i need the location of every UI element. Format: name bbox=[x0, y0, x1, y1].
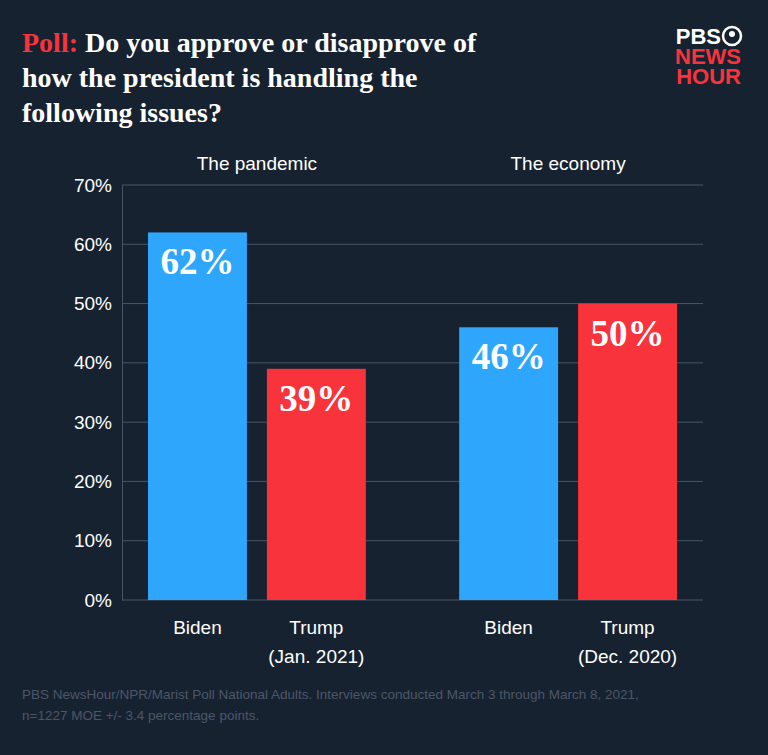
y-tick-label: 20% bbox=[74, 471, 112, 492]
bar bbox=[578, 304, 677, 600]
bars bbox=[148, 232, 677, 600]
background bbox=[0, 0, 768, 755]
x-tick-label: Trump(Jan. 2021) bbox=[268, 617, 364, 667]
y-tick: 10% bbox=[74, 530, 122, 551]
logo-text: HOUR bbox=[676, 64, 741, 89]
logo-icon bbox=[723, 27, 741, 45]
y-tick: 40% bbox=[74, 352, 122, 373]
x-tick-label: Trump(Dec. 2020) bbox=[578, 617, 677, 667]
y-tick: 20% bbox=[74, 471, 122, 492]
group-label: The pandemic bbox=[197, 153, 317, 174]
y-tick-label: 0% bbox=[85, 590, 113, 611]
y-tick-label: 10% bbox=[74, 530, 112, 551]
data-label: 62% bbox=[160, 241, 234, 282]
y-tick: 60% bbox=[74, 234, 122, 255]
chart: Poll:Do you approve or disapprove ofhow … bbox=[0, 0, 768, 755]
y-tick: 30% bbox=[74, 412, 122, 433]
grid bbox=[122, 185, 703, 600]
y-tick: 50% bbox=[74, 293, 122, 314]
data-label: 39% bbox=[279, 378, 353, 419]
title: Do you approve or disapprove ofhow the p… bbox=[22, 27, 477, 128]
group-label: The economy bbox=[511, 153, 627, 174]
y-tick-label: 60% bbox=[74, 234, 112, 255]
title-prefix: Poll: bbox=[22, 27, 78, 58]
logo-icon-dot bbox=[729, 31, 735, 37]
y-tick: 0% bbox=[85, 590, 122, 611]
x-tick-label: Biden bbox=[173, 617, 222, 638]
data-label: 46% bbox=[472, 336, 546, 377]
data-labels: 62% 39% 46% 50% bbox=[160, 241, 664, 418]
bar bbox=[459, 327, 558, 600]
source: PBS NewsHour/NPR/Marist Poll National Ad… bbox=[22, 687, 639, 723]
y-axis: 0% 10% 20% 30% 40% 50% 60% 70% bbox=[74, 175, 123, 611]
bar bbox=[148, 232, 247, 600]
x-tick-label: Biden bbox=[484, 617, 533, 638]
y-tick-label: 50% bbox=[74, 293, 112, 314]
y-tick-label: 70% bbox=[74, 175, 112, 196]
grid-line bbox=[122, 185, 703, 186]
y-tick-label: 30% bbox=[74, 412, 112, 433]
y-tick: 70% bbox=[74, 175, 122, 196]
data-label: 50% bbox=[591, 313, 665, 354]
y-tick-label: 40% bbox=[74, 352, 112, 373]
y-axis-line bbox=[122, 186, 123, 601]
bar bbox=[267, 369, 366, 600]
